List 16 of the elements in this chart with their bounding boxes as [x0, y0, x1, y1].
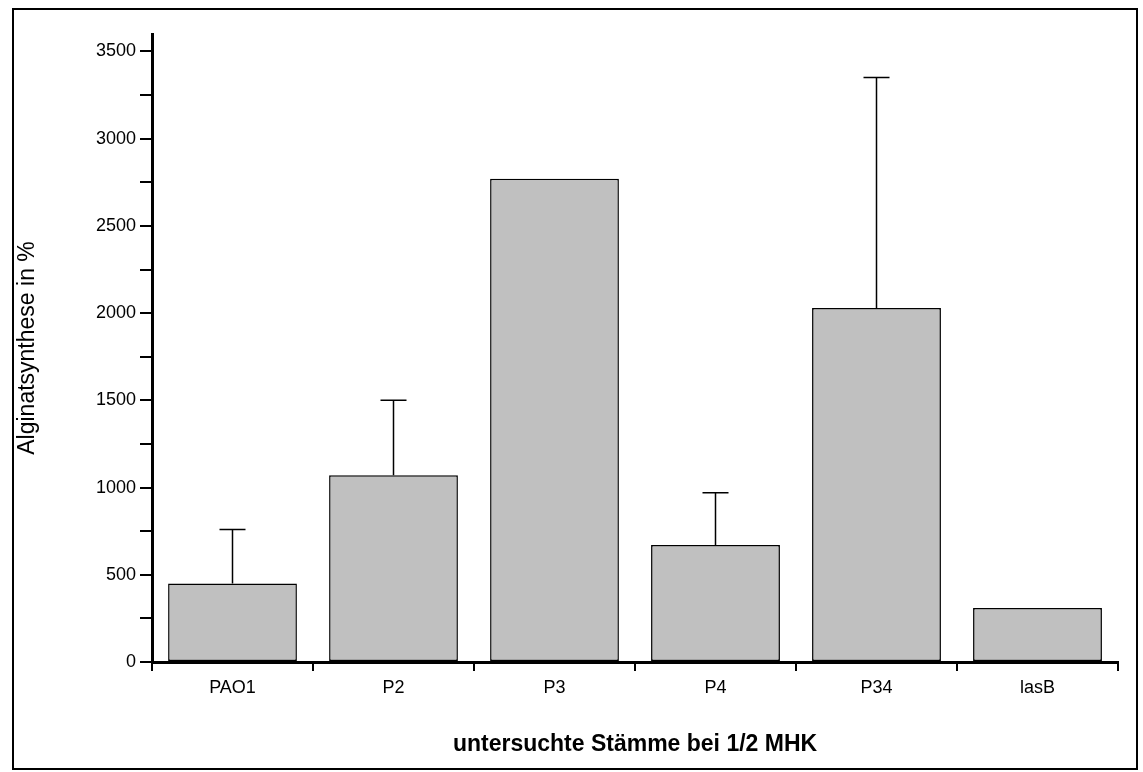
- y-tick-label: 500: [105, 563, 136, 584]
- x-axis-title: untersuchte Stämme bei 1/2 MHK: [452, 729, 818, 756]
- x-tick-label: PAO1: [209, 676, 256, 697]
- x-tick-label: P4: [704, 676, 727, 697]
- x-tick-label: P2: [382, 676, 405, 697]
- y-tick-label: 1500: [95, 389, 136, 410]
- y-tick-label: 3000: [95, 127, 136, 148]
- y-tick-label: 0: [125, 650, 136, 671]
- x-tick-label: P3: [543, 676, 566, 697]
- y-tick-label: 2500: [95, 214, 136, 235]
- y-tick-label: 3500: [95, 40, 136, 61]
- y-tick-label: 1000: [95, 476, 136, 497]
- y-axis-title: Alginatsynthese in %: [13, 241, 40, 455]
- y-tick-label: 2000: [95, 302, 136, 323]
- x-tick-label: lasB: [1019, 676, 1056, 697]
- x-tick-label: P34: [860, 676, 893, 697]
